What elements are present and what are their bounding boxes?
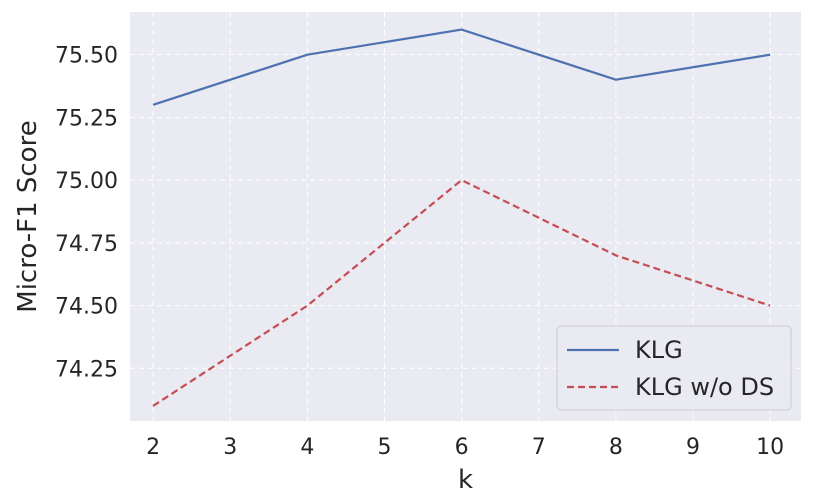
x-tick-label: 9 [686,435,700,460]
y-axis-label: Micro-F1 Score [13,120,43,312]
x-tick-label: 3 [223,435,237,460]
grid [130,12,801,421]
y-tick-label: 74.50 [55,295,118,320]
y-axis-ticks: 74.25 74.50 74.75 75.00 75.25 75.50 [55,44,118,383]
x-tick-label: 8 [609,435,623,460]
y-tick-label: 74.75 [55,232,118,257]
x-tick-label: 4 [300,435,314,460]
legend-label-klg: KLG [635,336,683,364]
y-tick-label: 75.25 [55,106,118,131]
x-tick-label: 6 [455,435,469,460]
series-layer [152,28,771,407]
series-line-1 [152,179,771,407]
series-line-0 [152,28,771,106]
y-tick-label: 75.00 [55,169,118,194]
x-tick-label: 10 [756,435,784,460]
y-tick-label: 74.25 [55,357,118,382]
y-tick-label: 75.50 [55,44,118,69]
x-axis-label: k [458,465,473,495]
legend-label-klg-wo-ds: KLG w/o DS [635,373,774,401]
x-tick-label: 7 [532,435,546,460]
x-tick-label: 2 [146,435,160,460]
legend: KLG KLG w/o DS [556,325,792,411]
legend-box [556,325,792,411]
x-axis-ticks: 2 3 4 5 6 7 8 9 10 [146,435,784,460]
x-tick-label: 5 [378,435,392,460]
